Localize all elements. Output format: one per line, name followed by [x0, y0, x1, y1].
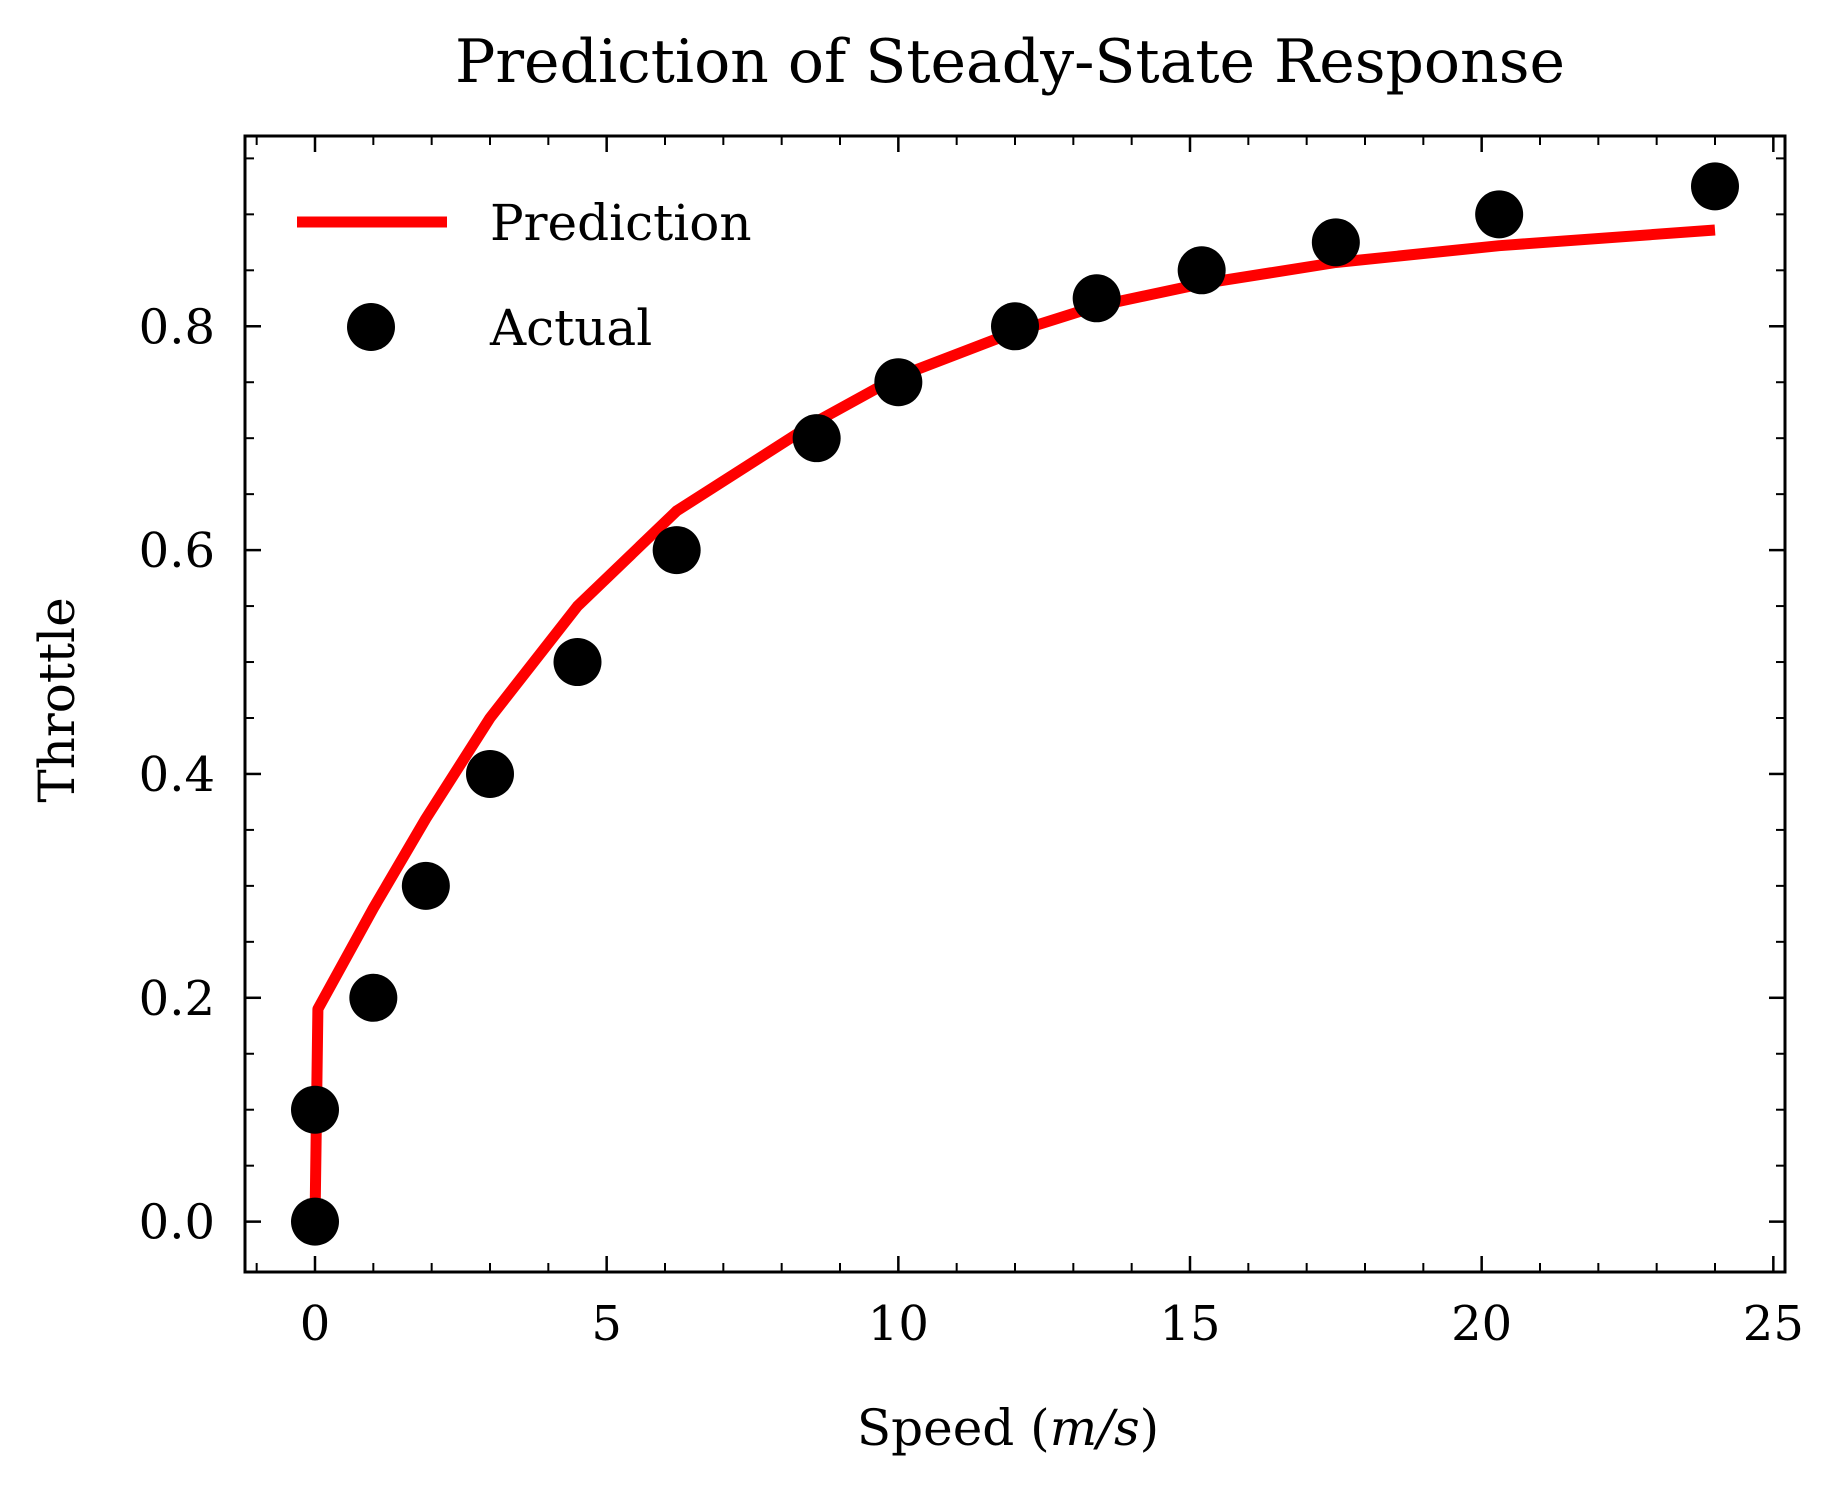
y-tick-label: 0.0 [139, 1195, 215, 1251]
y-axis-label: Throttle [28, 597, 86, 802]
major-ticks [245, 136, 1785, 1272]
x-tick-label: 10 [868, 1296, 929, 1352]
actual-point [874, 358, 923, 407]
x-axis-label: Speed (m/s) [857, 1399, 1159, 1457]
actual-point [792, 414, 841, 463]
chart-title: Prediction of Steady-State Response [455, 27, 1565, 97]
actual-point [1475, 190, 1524, 239]
actual-point [991, 302, 1039, 351]
legend: Prediction Actual [297, 194, 752, 357]
legend-actual-label: Actual [489, 299, 652, 357]
x-tick-label: 20 [1451, 1296, 1512, 1352]
actual-point [291, 1085, 339, 1134]
series-layer [291, 162, 1739, 1246]
y-tick-label: 0.6 [139, 523, 215, 579]
actual-point [652, 526, 701, 575]
plot-area: 0 5 10 15 20 25 0.0 0.2 0.4 0.6 0.8 [139, 134, 1804, 1352]
y-tick-label: 0.2 [139, 971, 215, 1027]
x-tick-label: 15 [1159, 1296, 1220, 1352]
actual-point [349, 973, 398, 1022]
legend-prediction-label: Prediction [490, 194, 752, 252]
x-axis-label-main: Speed ( [857, 1399, 1050, 1457]
x-axis-label-end: ) [1140, 1399, 1160, 1457]
actual-point [1072, 274, 1121, 323]
x-tick-label: 25 [1743, 1296, 1804, 1352]
prediction-line [309, 224, 1716, 1222]
plot-frame [243, 134, 1787, 1274]
y-tick-label: 0.4 [139, 747, 215, 803]
legend-actual-marker [347, 303, 395, 351]
x-tick-label: 0 [300, 1296, 331, 1352]
x-axis-label-variable: m/s [1050, 1399, 1140, 1457]
actual-point [1311, 218, 1360, 267]
actual-point [291, 1197, 339, 1246]
x-tick-label: 5 [591, 1296, 622, 1352]
actual-point [1691, 162, 1739, 211]
tick-labels: 0 5 10 15 20 25 0.0 0.2 0.4 0.6 0.8 [139, 299, 1804, 1352]
actual-point [466, 749, 514, 798]
y-tick-label: 0.8 [139, 299, 215, 355]
actual-point [1177, 246, 1226, 295]
actual-point [401, 861, 450, 910]
actual-point [553, 638, 602, 687]
